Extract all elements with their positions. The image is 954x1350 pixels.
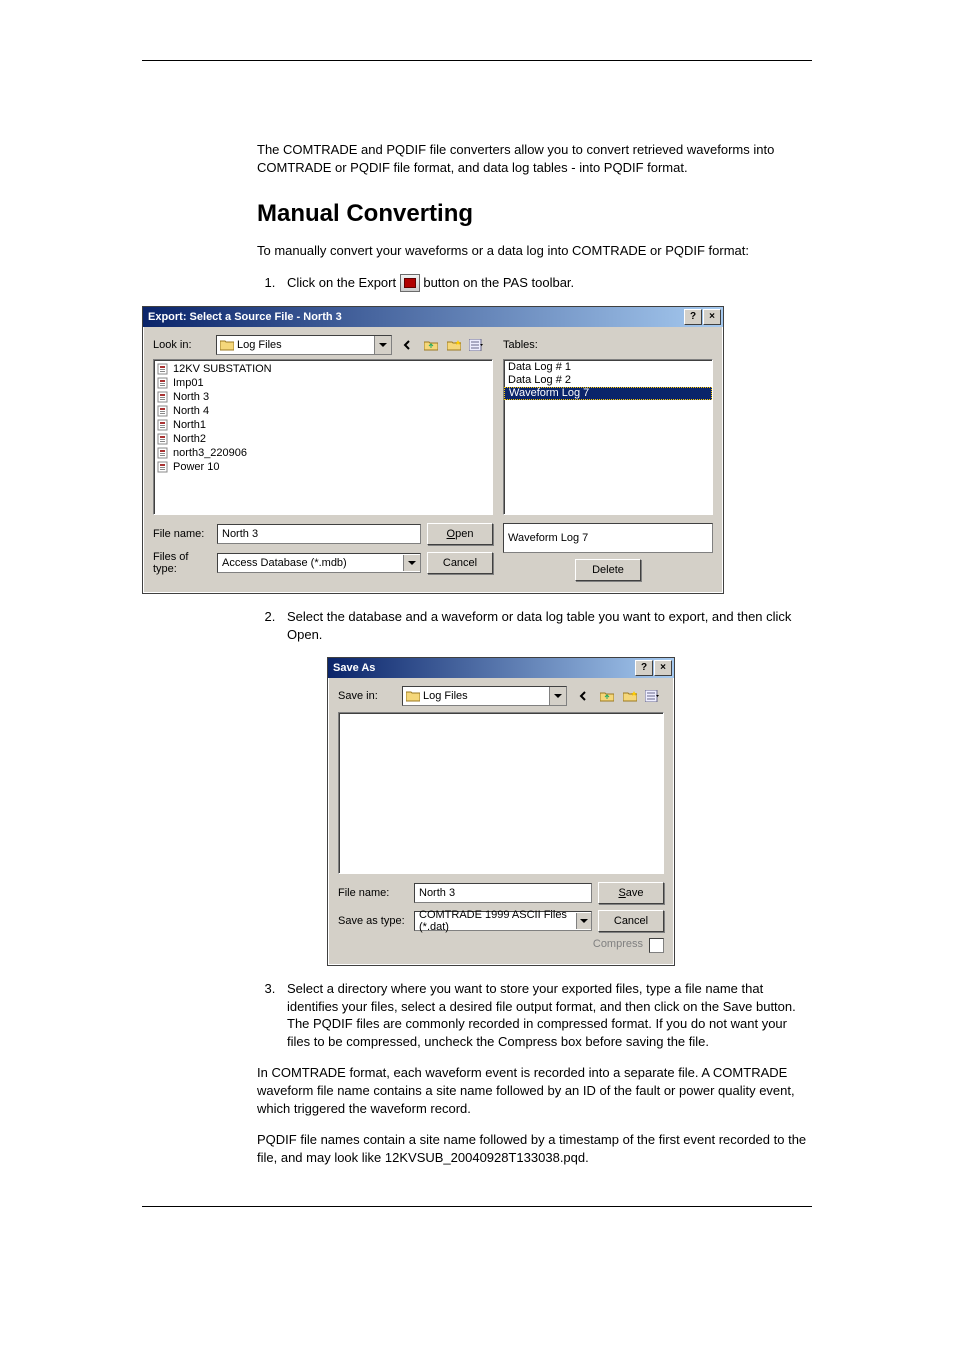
file-item-label: Power 10	[173, 461, 219, 473]
file-item[interactable]: North1	[156, 418, 490, 432]
compress-label: Compress	[593, 938, 643, 953]
filestype-combo[interactable]: Access Database (*.mdb)	[217, 553, 421, 573]
file-item[interactable]: North2	[156, 432, 490, 446]
compress-checkbox[interactable]	[649, 938, 664, 953]
savein-value: Log Files	[423, 690, 468, 702]
file-item-label: North 3	[173, 391, 209, 403]
file-item-label: Imp01	[173, 377, 204, 389]
heading-manual-converting: Manual Converting	[257, 200, 812, 228]
step-2: Select the database and a waveform or da…	[279, 608, 812, 643]
tables-list[interactable]: Data Log # 1Data Log # 2Waveform Log 7	[503, 359, 713, 515]
save-file-list[interactable]	[338, 712, 664, 874]
save-cancel-button[interactable]: Cancel	[598, 910, 664, 932]
folder-icon	[220, 339, 234, 351]
file-item[interactable]: North 4	[156, 404, 490, 418]
file-item[interactable]: Power 10	[156, 460, 490, 474]
file-item-label: North2	[173, 433, 206, 445]
view-menu-icon[interactable]	[642, 686, 664, 706]
export-title: Export: Select a Source File - North 3	[148, 311, 342, 323]
saveastype-combo[interactable]: COMTRADE 1999 ASCII Files (*.dat)	[414, 911, 592, 931]
saveas-title: Save As	[333, 662, 375, 674]
file-item[interactable]: 12KV SUBSTATION	[156, 362, 490, 376]
open-button[interactable]: Open	[427, 523, 493, 545]
chevron-down-icon[interactable]	[576, 913, 591, 929]
rule-bottom	[142, 1206, 812, 1207]
save-filename-input[interactable]: North 3	[414, 883, 592, 903]
export-dialog: Export: Select a Source File - North 3 ?…	[142, 306, 724, 594]
filename-label: File name:	[153, 528, 211, 540]
save-filename-label: File name:	[338, 887, 408, 899]
file-item-label: North1	[173, 419, 206, 431]
cancel-button[interactable]: Cancel	[427, 552, 493, 574]
lookin-combo[interactable]: Log Files	[216, 335, 392, 355]
step-3: Select a directory where you want to sto…	[279, 980, 812, 1050]
file-item[interactable]: north3_220906	[156, 446, 490, 460]
savein-label: Save in:	[338, 690, 396, 702]
back-icon[interactable]	[573, 686, 595, 706]
lookin-label: Look in:	[153, 339, 211, 351]
new-folder-icon[interactable]	[619, 686, 641, 706]
file-item[interactable]: North 3	[156, 390, 490, 404]
para-pqdif: PQDIF file names contain a site name fol…	[257, 1131, 812, 1166]
folder-icon	[406, 690, 420, 702]
rule-top	[142, 60, 812, 61]
file-list[interactable]: 12KV SUBSTATION Imp01 North 3 North 4 North1…	[153, 359, 493, 515]
chevron-down-icon[interactable]	[403, 555, 420, 571]
saveastype-label: Save as type:	[338, 915, 408, 927]
file-item-label: North 4	[173, 405, 209, 417]
up-folder-icon[interactable]	[420, 335, 442, 355]
para-comtrade: In COMTRADE format, each waveform event …	[257, 1064, 812, 1117]
save-as-dialog: Save As ? × Save in: Log Files	[327, 657, 675, 966]
chevron-down-icon[interactable]	[549, 687, 566, 705]
step-1: Click on the Export button on the PAS to…	[279, 274, 812, 293]
help-icon[interactable]: ?	[684, 309, 702, 325]
delete-button[interactable]: Delete	[575, 559, 641, 581]
lookin-value: Log Files	[237, 339, 282, 351]
new-folder-icon[interactable]	[443, 335, 465, 355]
para-before-steps: To manually convert your waveforms or a …	[257, 242, 812, 260]
up-folder-icon[interactable]	[596, 686, 618, 706]
export-icon	[400, 274, 420, 292]
table-item[interactable]: Data Log # 1	[504, 361, 712, 374]
back-icon[interactable]	[397, 335, 419, 355]
savein-combo[interactable]: Log Files	[402, 686, 567, 706]
close-icon[interactable]: ×	[654, 660, 672, 676]
save-button[interactable]: Save	[598, 882, 664, 904]
filestype-label: Files of type:	[153, 551, 211, 575]
view-menu-icon[interactable]	[466, 335, 488, 355]
step-1-text-before: Click on the Export	[287, 275, 400, 290]
export-titlebar[interactable]: Export: Select a Source File - North 3 ?…	[143, 307, 723, 327]
help-icon[interactable]: ?	[635, 660, 653, 676]
tables-label: Tables:	[503, 339, 538, 351]
saveas-titlebar[interactable]: Save As ? ×	[328, 658, 674, 678]
file-item-label: north3_220906	[173, 447, 247, 459]
file-item-label: 12KV SUBSTATION	[173, 363, 272, 375]
chevron-down-icon[interactable]	[374, 336, 391, 354]
intro-paragraph: The COMTRADE and PQDIF file converters a…	[257, 141, 812, 176]
table-item[interactable]: Waveform Log 7	[504, 387, 712, 400]
close-icon[interactable]: ×	[703, 309, 721, 325]
selected-table[interactable]: Waveform Log 7	[503, 523, 713, 553]
file-item[interactable]: Imp01	[156, 376, 490, 390]
step-1-text-after: button on the PAS toolbar.	[423, 275, 574, 290]
table-item[interactable]: Data Log # 2	[504, 374, 712, 387]
filename-input[interactable]: North 3	[217, 524, 421, 544]
